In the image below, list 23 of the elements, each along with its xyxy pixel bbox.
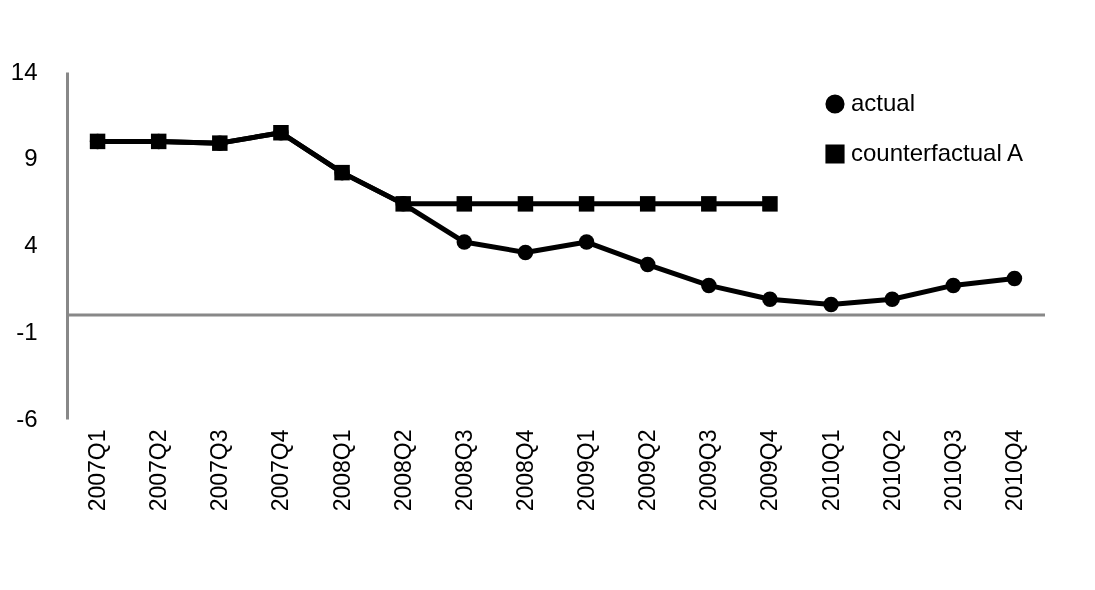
x-tick-label: 2007Q1 — [84, 429, 111, 512]
x-tick-label: 2009Q1 — [573, 429, 600, 512]
y-tick-label: -1 — [16, 317, 38, 345]
y-tick-label: -6 — [16, 404, 38, 432]
x-tick-label: 2010Q1 — [817, 429, 844, 512]
x-tick-label: 2009Q4 — [756, 429, 783, 512]
x-tick-label: 2008Q2 — [389, 429, 416, 512]
x-tick-label: 2008Q3 — [450, 429, 477, 512]
x-tick-label: 2009Q3 — [695, 429, 722, 512]
x-tick-label: 2007Q2 — [145, 429, 172, 512]
y-tick-label: 9 — [24, 144, 38, 172]
legend-label: counterfactual A — [851, 139, 1024, 166]
x-tick-label: 2008Q4 — [511, 429, 538, 512]
x-tick-label: 2010Q3 — [939, 429, 966, 512]
x-tick-label: 2010Q2 — [878, 429, 905, 512]
y-tick-label: 4 — [24, 231, 38, 258]
x-tick-label: 2007Q4 — [267, 429, 294, 512]
x-tick-label: 2010Q4 — [1000, 429, 1027, 512]
legend-label: actual — [851, 89, 916, 116]
y-tick-label: 14 — [10, 57, 38, 85]
x-tick-label: 2008Q1 — [328, 429, 355, 512]
x-tick-label: 2009Q2 — [634, 429, 661, 512]
x-tick-label: 2007Q3 — [206, 429, 233, 512]
